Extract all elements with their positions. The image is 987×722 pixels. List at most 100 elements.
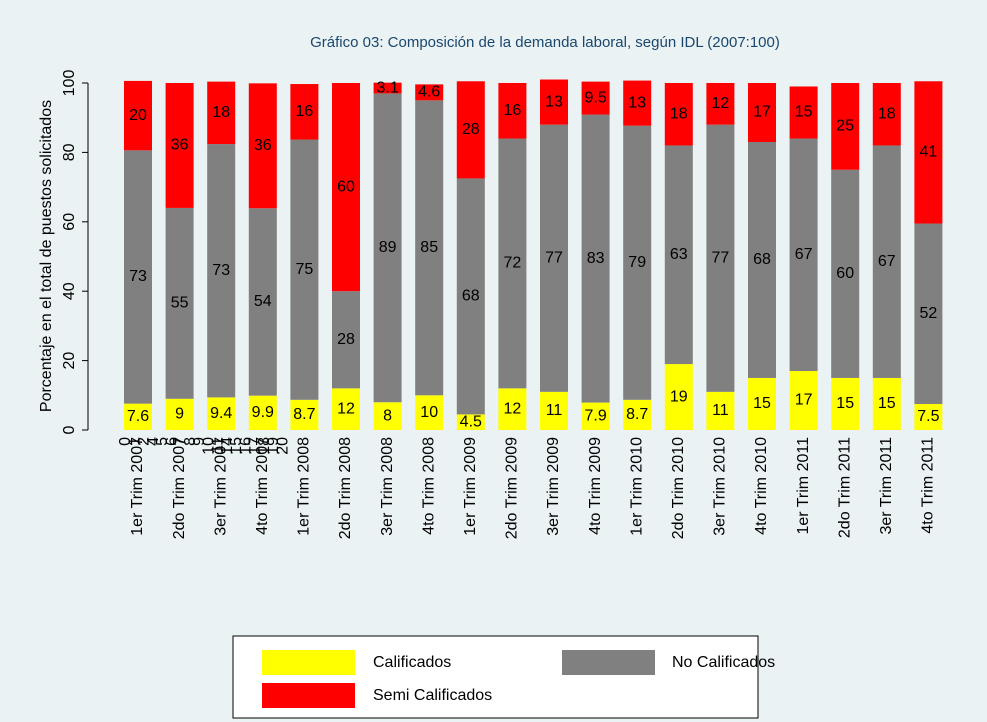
bar-segment bbox=[415, 84, 444, 101]
x-overlay-label: 14 bbox=[219, 437, 236, 455]
bar-segment bbox=[165, 207, 194, 399]
bar-segment bbox=[290, 399, 319, 430]
bar-segment bbox=[540, 79, 568, 125]
x-tick-label: 3er Trim 2010 bbox=[712, 437, 729, 536]
x-overlay-label: 7 bbox=[173, 437, 190, 446]
y-tick-label: 40 bbox=[61, 282, 78, 300]
bar-segment bbox=[415, 100, 444, 396]
legend-swatch bbox=[562, 650, 655, 675]
value-label: 68 bbox=[462, 288, 480, 305]
bar-segment bbox=[664, 145, 693, 365]
value-label: 4.5 bbox=[460, 413, 482, 430]
bar-segment bbox=[914, 81, 943, 224]
bar-segment bbox=[332, 83, 360, 292]
legend-label: Calificados bbox=[373, 654, 451, 671]
legend-label: No Calificados bbox=[672, 654, 775, 671]
x-tick-label: 4to Trim 2007 bbox=[254, 437, 271, 535]
value-label: 28 bbox=[337, 331, 355, 348]
value-label: 10 bbox=[420, 404, 438, 421]
value-label: 25 bbox=[836, 118, 854, 135]
value-label: 63 bbox=[670, 246, 688, 263]
value-label: 20 bbox=[129, 107, 147, 124]
x-overlay-label: 18 bbox=[256, 437, 273, 455]
y-tick-label: 80 bbox=[61, 143, 78, 161]
x-tick-label: 1er Trim 2010 bbox=[628, 437, 645, 536]
bar-segment bbox=[498, 138, 527, 389]
x-tick-label: 1er Trim 2011 bbox=[795, 437, 812, 535]
value-label: 52 bbox=[920, 305, 938, 322]
value-label: 17 bbox=[753, 104, 771, 121]
x-tick-label: 3er Trim 2009 bbox=[545, 437, 562, 536]
legend-swatch bbox=[262, 650, 355, 675]
bar-segment bbox=[831, 169, 860, 378]
x-tick-label: 3er Trim 2008 bbox=[379, 437, 396, 536]
bar-segment bbox=[831, 83, 860, 170]
value-label: 73 bbox=[129, 268, 147, 285]
value-label: 15 bbox=[795, 104, 813, 121]
value-label: 9.9 bbox=[252, 404, 274, 421]
bar-segment bbox=[165, 398, 194, 430]
bar-segment bbox=[914, 223, 943, 404]
bar-segment bbox=[456, 414, 485, 430]
value-label: 54 bbox=[254, 293, 272, 310]
bar-segment bbox=[207, 397, 236, 430]
value-label: 28 bbox=[462, 121, 480, 138]
value-label: 83 bbox=[587, 250, 605, 267]
bar-segment bbox=[540, 391, 568, 430]
value-label: 85 bbox=[420, 239, 438, 256]
value-label: 36 bbox=[254, 137, 272, 154]
bar-segment bbox=[623, 399, 652, 430]
chart-title: Gráfico 03: Composición de la demanda la… bbox=[310, 34, 780, 51]
value-label: 13 bbox=[545, 93, 563, 110]
bar-segment bbox=[165, 83, 194, 208]
bar-segment bbox=[789, 86, 818, 139]
bar-segment bbox=[124, 150, 152, 404]
x-overlay-label: 9 bbox=[191, 437, 208, 446]
value-label: 60 bbox=[337, 178, 355, 195]
value-label: 11 bbox=[546, 402, 563, 419]
value-label: 12 bbox=[712, 95, 730, 112]
value-label: 72 bbox=[504, 255, 522, 272]
x-overlay-label: 15 bbox=[228, 437, 245, 455]
bar-segment bbox=[789, 371, 818, 430]
value-label: 15 bbox=[753, 395, 771, 412]
bar-segment bbox=[540, 124, 568, 392]
x-overlay-label: 20 bbox=[274, 437, 291, 455]
value-label: 73 bbox=[212, 262, 230, 279]
y-tick-label: 60 bbox=[61, 213, 78, 231]
value-label: 7.5 bbox=[917, 408, 939, 425]
y-tick-label: 100 bbox=[61, 70, 78, 97]
value-label: 8 bbox=[383, 407, 392, 424]
bar-segment bbox=[831, 377, 860, 430]
value-label: 11 bbox=[712, 402, 729, 419]
x-tick-label: 4to Trim 2011 bbox=[920, 437, 937, 534]
bar-segment bbox=[706, 391, 735, 430]
x-tick-label: 3er Trim 2007 bbox=[212, 437, 229, 536]
bar-segment bbox=[332, 291, 360, 389]
legend-label: Semi Calificados bbox=[373, 687, 492, 704]
bar-segment bbox=[664, 364, 693, 430]
bar-segment bbox=[415, 395, 444, 430]
x-tick-label: 4to Trim 2008 bbox=[420, 437, 437, 535]
bar-segment bbox=[248, 395, 277, 430]
bar-segment bbox=[748, 377, 776, 430]
bar-segment bbox=[456, 81, 485, 179]
x-overlay-label: 5 bbox=[154, 437, 171, 446]
value-label: 79 bbox=[628, 254, 646, 271]
bar-segment bbox=[581, 81, 610, 115]
x-tick-label: 2do Trim 2010 bbox=[670, 437, 687, 539]
bar-segment bbox=[872, 377, 901, 430]
bar-segment bbox=[290, 139, 319, 400]
y-tick-label: 20 bbox=[61, 352, 78, 370]
legend-swatch bbox=[262, 683, 355, 708]
value-label: 17 bbox=[795, 392, 813, 409]
bar-segment bbox=[623, 80, 652, 126]
value-label: 77 bbox=[545, 249, 563, 266]
value-label: 18 bbox=[878, 105, 896, 122]
bar-segment bbox=[207, 144, 236, 398]
value-label: 8.7 bbox=[626, 406, 648, 423]
value-label: 89 bbox=[379, 239, 397, 256]
bar-segment bbox=[248, 83, 277, 209]
